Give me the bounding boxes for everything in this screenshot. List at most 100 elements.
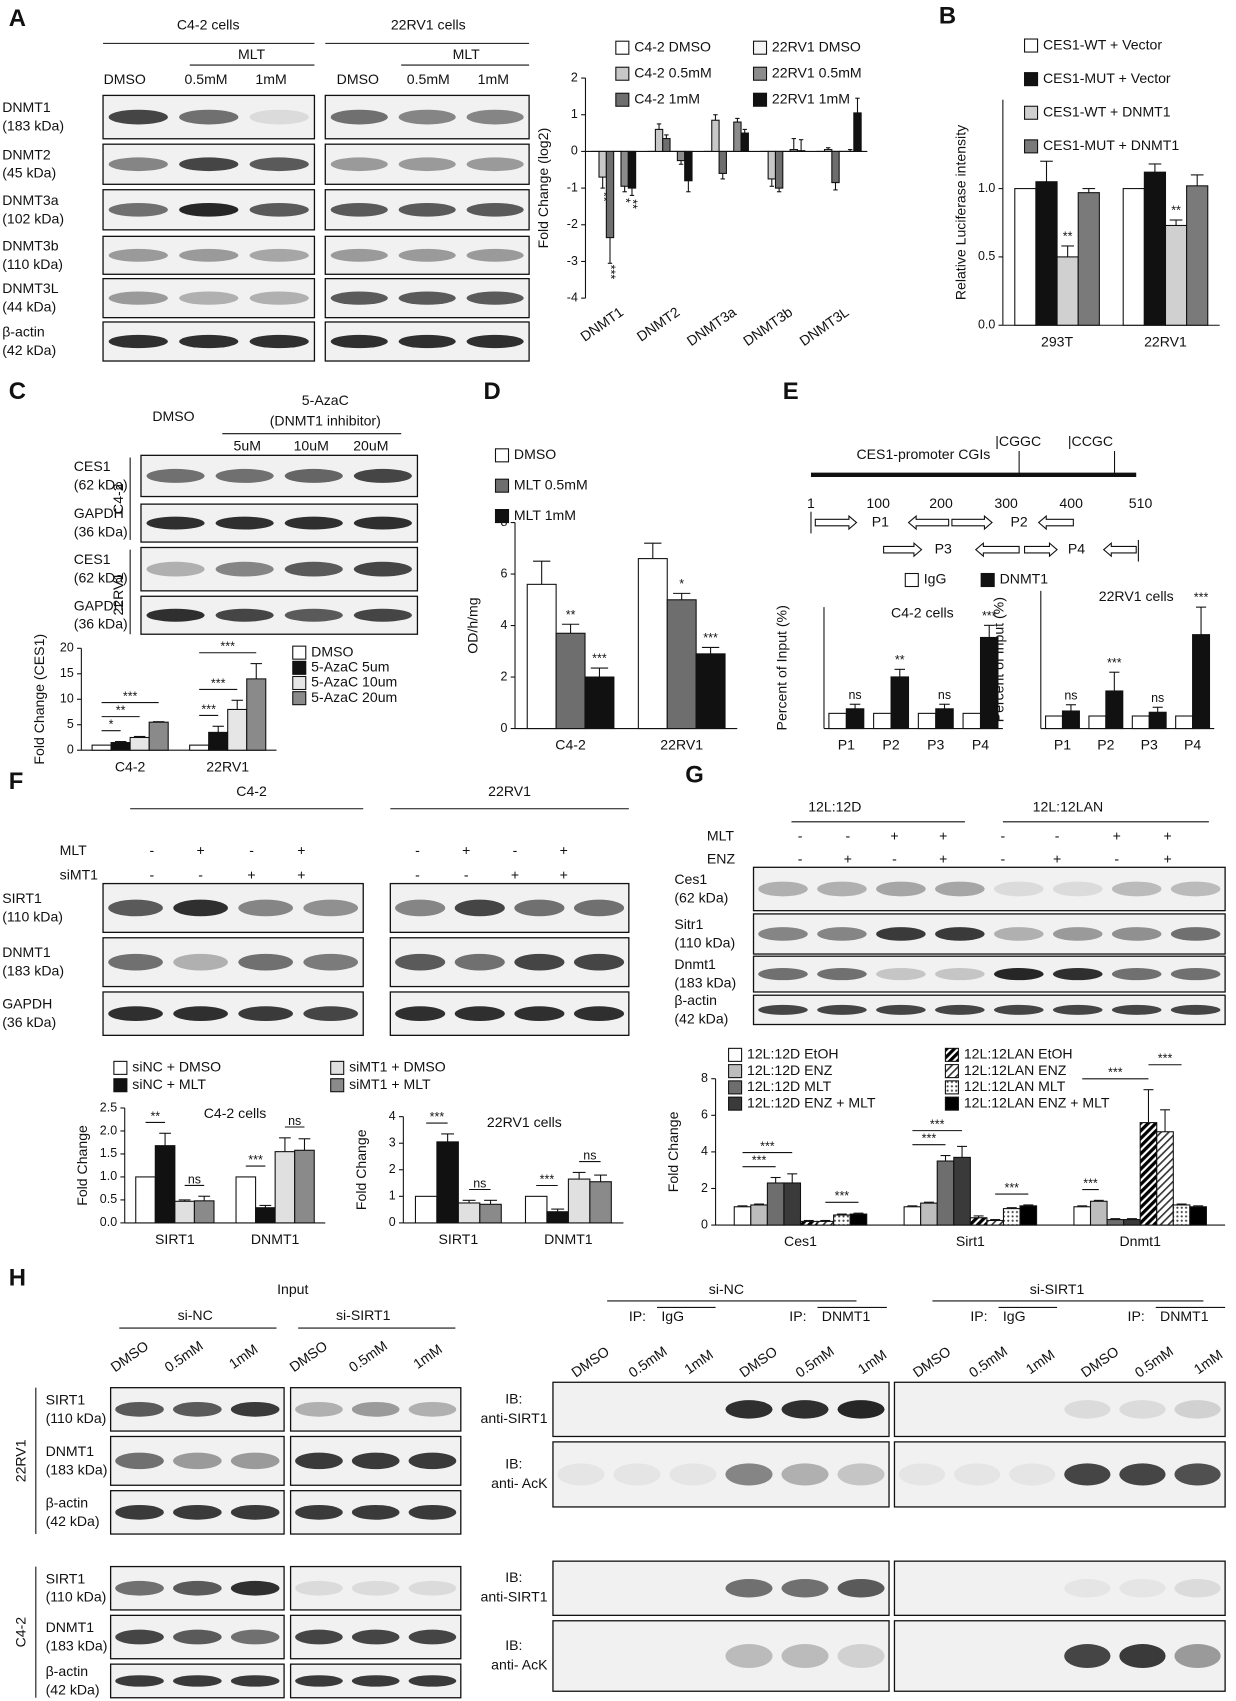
label: + <box>939 828 947 844</box>
bar <box>816 1220 835 1226</box>
band <box>108 291 168 305</box>
label: Fold Change (log2) <box>535 128 551 249</box>
band <box>935 881 985 897</box>
label: 22RV1 cells <box>1099 588 1174 604</box>
label: β-actin <box>674 992 717 1008</box>
label: - <box>798 850 803 866</box>
label: (183 kDa) <box>2 118 64 134</box>
band <box>173 1452 222 1470</box>
band <box>330 202 388 217</box>
bar <box>986 1219 1005 1226</box>
label: B <box>939 3 956 30</box>
label: DMSO <box>514 446 556 462</box>
label: + <box>844 850 852 866</box>
band <box>876 1004 926 1015</box>
band <box>1111 1004 1162 1015</box>
bar <box>796 150 806 152</box>
band <box>303 1006 359 1022</box>
label: *** <box>760 1139 775 1153</box>
label: 5-AzaC <box>302 392 349 408</box>
label: *** <box>1158 1052 1173 1066</box>
bar <box>414 1195 438 1224</box>
label: 3 <box>389 1136 396 1150</box>
band <box>1174 1579 1221 1598</box>
label: *** <box>1083 1176 1098 1190</box>
legend-swatch <box>330 1060 345 1075</box>
label: 4 <box>389 1109 396 1123</box>
label: ** <box>566 608 576 622</box>
band <box>398 248 456 262</box>
label: - <box>464 867 469 883</box>
label: si-NC <box>709 1281 744 1297</box>
band <box>351 1401 400 1417</box>
band <box>1111 968 1162 981</box>
label: anti-SIRT1 <box>481 1410 548 1426</box>
label: 22RV1 <box>12 1439 28 1482</box>
band <box>179 291 239 305</box>
label: |CCGC <box>1068 433 1113 449</box>
label: anti-SIRT1 <box>481 1589 548 1605</box>
label: * <box>618 198 632 203</box>
label: P1 <box>838 737 855 753</box>
band <box>466 202 524 217</box>
label: 20uM <box>353 437 388 453</box>
band <box>395 899 446 917</box>
band <box>454 953 505 971</box>
primer-arrow <box>883 541 923 558</box>
bar <box>1035 181 1058 326</box>
label: 1mM <box>478 71 509 87</box>
bar <box>845 708 865 730</box>
band <box>249 291 309 305</box>
band <box>395 953 446 971</box>
bar <box>1148 711 1167 730</box>
legend-swatch <box>728 1047 743 1062</box>
bar <box>1189 1206 1207 1226</box>
label: + <box>196 842 204 858</box>
label: 12L:12LAN <box>1033 798 1103 814</box>
label: *** <box>201 702 216 716</box>
label: DMSO <box>736 1343 780 1380</box>
bar <box>750 1204 768 1226</box>
band <box>514 1006 565 1022</box>
label: Percent of Input (%) <box>990 597 1006 722</box>
band <box>466 334 524 349</box>
band <box>146 608 205 622</box>
label: DNMT3a <box>2 192 58 208</box>
label: (183 kDa) <box>674 975 736 991</box>
band <box>398 202 456 217</box>
label: 0 <box>571 144 578 158</box>
band <box>781 1463 829 1486</box>
band <box>115 1629 164 1645</box>
label: CES1-promoter CGIs <box>857 446 991 462</box>
legend-swatch <box>904 572 919 588</box>
label: 0.0 <box>978 318 995 332</box>
label: *** <box>752 1154 767 1168</box>
bar <box>695 653 726 730</box>
legend-swatch <box>728 1080 743 1095</box>
band <box>1064 1400 1111 1419</box>
band <box>1170 1004 1221 1015</box>
label: H <box>9 1265 26 1292</box>
band <box>876 927 926 941</box>
label: DNMT1 <box>1160 1308 1209 1324</box>
band <box>817 1004 867 1015</box>
label: ENZ <box>707 850 736 866</box>
band <box>284 516 343 530</box>
label: P2 <box>882 737 899 753</box>
band <box>173 1006 228 1022</box>
label: 0.5mM <box>1132 1343 1176 1381</box>
label: *** <box>703 631 718 645</box>
label: C4-2 <box>110 483 126 514</box>
band <box>876 881 926 897</box>
band <box>454 1006 505 1022</box>
band <box>179 157 239 172</box>
band <box>238 899 293 917</box>
label: + <box>939 850 947 866</box>
label: Relative Luciferase intensity <box>952 124 968 300</box>
label: (102 kDa) <box>2 210 64 226</box>
label: OD/h/mg <box>465 597 481 653</box>
label: *** <box>540 1172 555 1186</box>
label: (110 kDa) <box>46 1410 107 1426</box>
label: 10 <box>60 692 74 706</box>
